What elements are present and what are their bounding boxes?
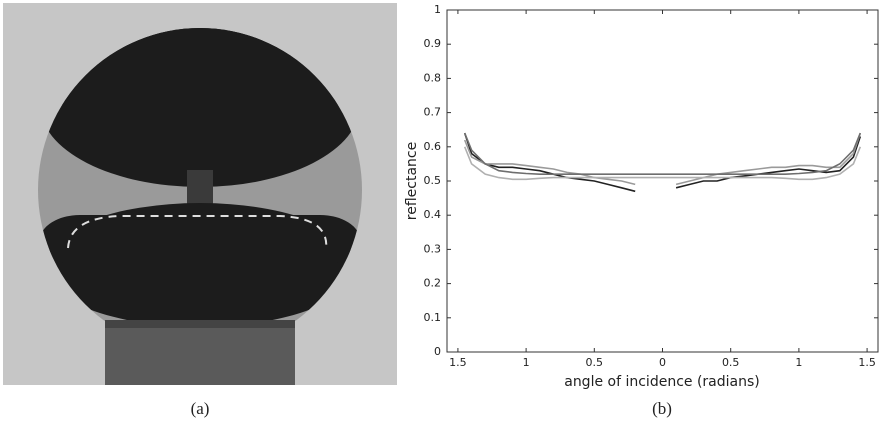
x-axis-label: angle of incidence (radians) (564, 374, 760, 390)
y-tick-label: 0.1 (424, 311, 442, 324)
y-tick-label: 0.6 (424, 140, 442, 153)
x-tick-label: 1 (795, 356, 802, 369)
x-tick-label: 1.5 (449, 356, 467, 369)
y-tick-label: 0.7 (424, 106, 442, 119)
y-axis-label: reflectance (404, 142, 420, 220)
plot-frame (446, 9, 879, 353)
y-tick-label: 0.2 (424, 277, 442, 290)
caption: (a) (191, 399, 210, 418)
y-tick-label: 0.9 (424, 37, 442, 50)
caption: (b) (652, 399, 672, 418)
x-tick-label: 0.5 (586, 356, 604, 369)
y-tick-label: 0.5 (424, 174, 442, 187)
data-line (463, 146, 862, 181)
data-line (463, 132, 862, 193)
photo (3, 3, 397, 385)
y-tick-label: 0.4 (424, 208, 442, 221)
x-tick-label: 1.5 (858, 356, 876, 369)
x-tick-label: 0.5 (722, 356, 740, 369)
y-tick-label: 0 (434, 345, 441, 358)
x-tick-label: 1 (523, 356, 530, 369)
data-line (463, 132, 862, 175)
y-tick-label: 0.8 (424, 71, 442, 84)
x-tick-label: 0 (659, 356, 666, 369)
y-tick-label: 0.3 (424, 242, 442, 255)
data-line (463, 132, 862, 186)
y-tick-label: 1 (434, 3, 441, 16)
